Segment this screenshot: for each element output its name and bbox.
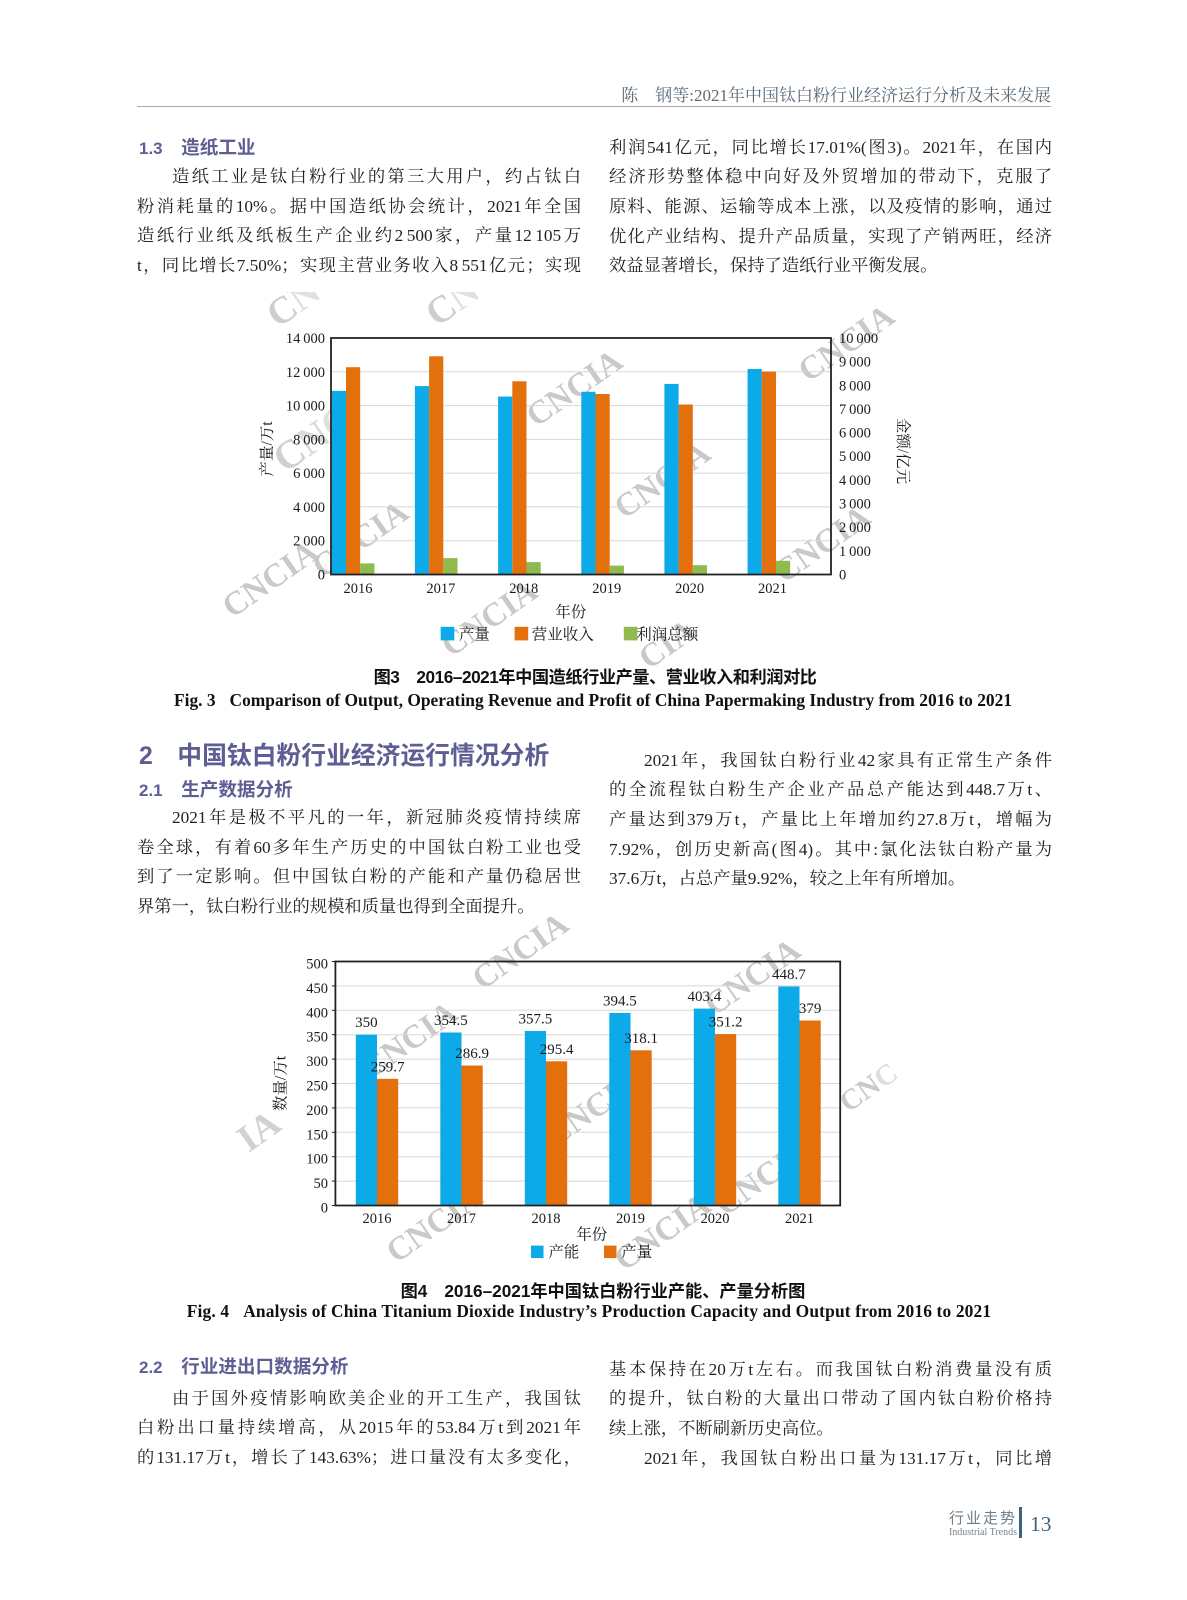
svg-text:200: 200	[306, 1103, 328, 1119]
svg-text:448.7: 448.7	[772, 967, 806, 983]
svg-text:2019: 2019	[592, 581, 621, 597]
svg-text:10 000: 10 000	[286, 399, 325, 415]
svg-text:产量/万t: 产量/万t	[258, 421, 276, 477]
svg-text:3 000: 3 000	[839, 497, 871, 513]
svg-text:6 000: 6 000	[293, 466, 325, 482]
svg-text:4 000: 4 000	[839, 473, 871, 489]
svg-text:500: 500	[306, 957, 328, 973]
svg-text:10 000: 10 000	[839, 331, 878, 347]
svg-text:350: 350	[306, 1030, 328, 1046]
svg-text:2020: 2020	[701, 1211, 730, 1227]
svg-text:2 000: 2 000	[293, 534, 325, 550]
svg-text:394.5: 394.5	[603, 994, 637, 1010]
svg-text:2017: 2017	[447, 1211, 476, 1227]
svg-text:14 000: 14 000	[286, 331, 325, 347]
svg-text:2021: 2021	[758, 581, 787, 597]
svg-text:295.4: 295.4	[540, 1042, 574, 1058]
svg-text:产能: 产能	[548, 1243, 579, 1261]
svg-text:150: 150	[306, 1127, 328, 1143]
svg-text:年份: 年份	[576, 1225, 608, 1244]
svg-text:259.7: 259.7	[371, 1059, 405, 1075]
svg-text:318.1: 318.1	[624, 1031, 658, 1047]
svg-text:0: 0	[318, 568, 325, 584]
svg-text:2019: 2019	[616, 1211, 645, 1227]
svg-text:产量: 产量	[459, 625, 490, 643]
svg-text:2 000: 2 000	[839, 520, 871, 536]
svg-text:0: 0	[321, 1201, 328, 1217]
svg-text:1 000: 1 000	[839, 544, 871, 560]
svg-text:2021: 2021	[785, 1211, 814, 1227]
svg-text:4 000: 4 000	[293, 500, 325, 516]
svg-text:12 000: 12 000	[286, 365, 325, 381]
svg-text:8 000: 8 000	[293, 432, 325, 448]
svg-text:357.5: 357.5	[519, 1012, 553, 1028]
svg-text:450: 450	[306, 981, 328, 997]
svg-text:7 000: 7 000	[839, 402, 871, 418]
svg-text:产量: 产量	[621, 1243, 652, 1261]
svg-text:6 000: 6 000	[839, 426, 871, 442]
svg-text:数量/万t: 数量/万t	[272, 1055, 290, 1111]
svg-text:400: 400	[306, 1005, 328, 1021]
svg-text:营业收入: 营业收入	[532, 624, 595, 643]
svg-text:354.5: 354.5	[434, 1013, 468, 1029]
svg-text:0: 0	[839, 568, 846, 584]
svg-text:350: 350	[355, 1015, 378, 1031]
svg-text:250: 250	[306, 1079, 328, 1095]
svg-text:5 000: 5 000	[839, 449, 871, 465]
svg-text:100: 100	[306, 1152, 328, 1168]
svg-text:50: 50	[314, 1176, 329, 1192]
svg-text:年份: 年份	[555, 602, 587, 621]
svg-text:351.2: 351.2	[709, 1015, 743, 1031]
svg-text:2016: 2016	[344, 581, 373, 597]
svg-text:2017: 2017	[426, 581, 455, 597]
svg-text:金额/亿元: 金额/亿元	[894, 418, 912, 485]
svg-text:2016: 2016	[363, 1211, 392, 1227]
svg-text:2018: 2018	[509, 581, 538, 597]
svg-text:9 000: 9 000	[839, 355, 871, 371]
svg-text:403.4: 403.4	[688, 989, 722, 1005]
svg-text:利润总额: 利润总额	[636, 625, 699, 643]
svg-text:379: 379	[799, 1001, 822, 1017]
svg-text:300: 300	[306, 1054, 328, 1070]
svg-text:8 000: 8 000	[839, 378, 871, 394]
svg-text:286.9: 286.9	[455, 1046, 489, 1062]
svg-text:2020: 2020	[675, 581, 704, 597]
svg-text:2018: 2018	[532, 1211, 561, 1227]
